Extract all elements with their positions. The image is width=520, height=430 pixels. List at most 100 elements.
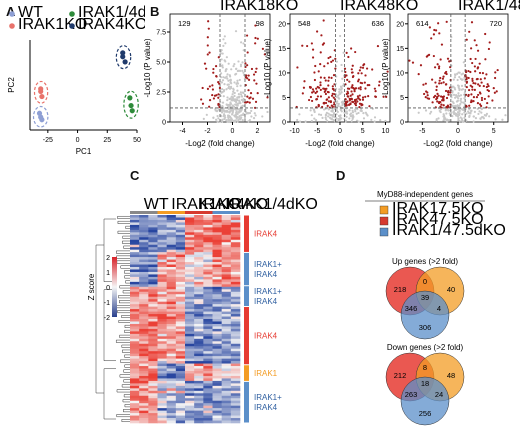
heatmap-cell — [221, 375, 232, 379]
heatmap-cell — [148, 358, 158, 362]
data-point — [236, 85, 239, 88]
heatmap-cell — [194, 244, 204, 248]
data-point — [244, 76, 248, 79]
heatmap-cell — [175, 311, 186, 315]
heatmap-cell — [166, 418, 177, 421]
data-point — [332, 74, 336, 77]
heatmap-cell — [166, 281, 177, 285]
heatmap-cell — [230, 356, 241, 359]
heatmap-cell — [230, 289, 241, 293]
heatmap-cell — [139, 281, 149, 285]
heatmap-cell — [139, 314, 149, 317]
heatmap-cell — [157, 415, 167, 419]
heatmap-cell — [185, 227, 195, 231]
data-point — [445, 20, 448, 23]
heatmap-cell — [212, 393, 222, 397]
x-tick-label: -10 — [289, 128, 299, 135]
heatmap-cell — [212, 244, 222, 248]
heatmap-cell — [212, 363, 222, 367]
heatmap-cell — [194, 351, 204, 354]
heatmap-cell — [130, 413, 140, 416]
heatmap-cell — [175, 410, 186, 414]
heatmap-cell — [185, 373, 195, 377]
x-axis-label: PC1 — [76, 147, 92, 156]
data-point — [222, 44, 225, 47]
data-point — [346, 90, 349, 93]
data-point — [474, 82, 477, 85]
data-point — [358, 69, 361, 72]
heatmap-cell — [203, 333, 213, 337]
data-point — [336, 110, 339, 114]
data-point — [362, 112, 365, 115]
heatmap-cell — [194, 264, 204, 268]
y-tick-label: 0 — [400, 120, 404, 127]
heatmap-cell — [175, 368, 186, 372]
heatmap-cell — [203, 299, 213, 302]
column-color-bar — [130, 211, 158, 214]
heatmap-cell — [185, 341, 195, 345]
heatmap-cell — [194, 383, 204, 387]
heatmap-cell — [185, 356, 195, 359]
data-point — [222, 38, 225, 41]
data-point — [238, 99, 241, 102]
heatmap-cell — [139, 232, 149, 236]
heatmap-cell — [148, 309, 158, 312]
data-point — [465, 112, 468, 115]
x-tick-label: 0 — [338, 128, 342, 135]
heatmap-cell — [130, 217, 140, 221]
data-point — [221, 64, 224, 67]
legend-marker — [69, 11, 75, 17]
data-point — [452, 85, 455, 88]
data-point — [208, 105, 211, 108]
heatmap-cell — [230, 408, 241, 411]
x-tick-label: 5 — [361, 128, 365, 135]
heatmap-cell — [203, 410, 213, 414]
heatmap-cell — [148, 224, 158, 228]
data-point — [254, 70, 257, 74]
venn-count-a-only: 218 — [394, 285, 407, 294]
data-point — [314, 91, 317, 95]
heatmap-cell — [185, 366, 195, 369]
data-point — [311, 48, 315, 51]
heatmap-cell — [148, 388, 158, 392]
data-point — [240, 108, 243, 111]
data-point — [337, 94, 340, 97]
data-point — [201, 102, 205, 105]
data-point — [211, 84, 214, 87]
data-point — [488, 41, 491, 44]
heatmap-cell — [221, 269, 232, 273]
heatmap-cell — [230, 363, 241, 367]
heatmap-cell — [194, 286, 204, 290]
heatmap-cell — [212, 229, 222, 233]
data-point — [435, 88, 438, 92]
data-point — [351, 64, 354, 67]
data-point — [465, 38, 468, 41]
cluster-bar — [244, 381, 249, 423]
data-point — [425, 90, 428, 93]
data-point — [214, 65, 218, 68]
heatmap-cell — [185, 249, 195, 253]
heatmap-cell — [175, 383, 186, 387]
heatmap-cell — [212, 420, 222, 424]
data-point — [235, 111, 238, 114]
heatmap-cell — [130, 366, 140, 369]
heatmap-cell — [148, 319, 158, 322]
data-point — [313, 117, 316, 120]
heatmap-cell — [194, 418, 204, 421]
data-point — [330, 60, 333, 63]
heatmap-cell — [157, 380, 167, 384]
data-point — [226, 83, 229, 86]
heatmap-cell — [130, 219, 140, 223]
heatmap-cell — [203, 224, 213, 228]
heatmap-cell — [130, 314, 140, 317]
data-point — [319, 81, 322, 84]
heatmap-cell — [175, 373, 186, 377]
data-point — [350, 47, 353, 50]
y-tick-label: 5 — [400, 95, 404, 102]
venn-count-abc: 39 — [421, 293, 429, 302]
heatmap-cell — [175, 371, 186, 374]
heatmap-cell — [221, 395, 232, 399]
data-point — [323, 65, 326, 68]
data-point — [301, 44, 304, 47]
data-point — [373, 116, 377, 119]
